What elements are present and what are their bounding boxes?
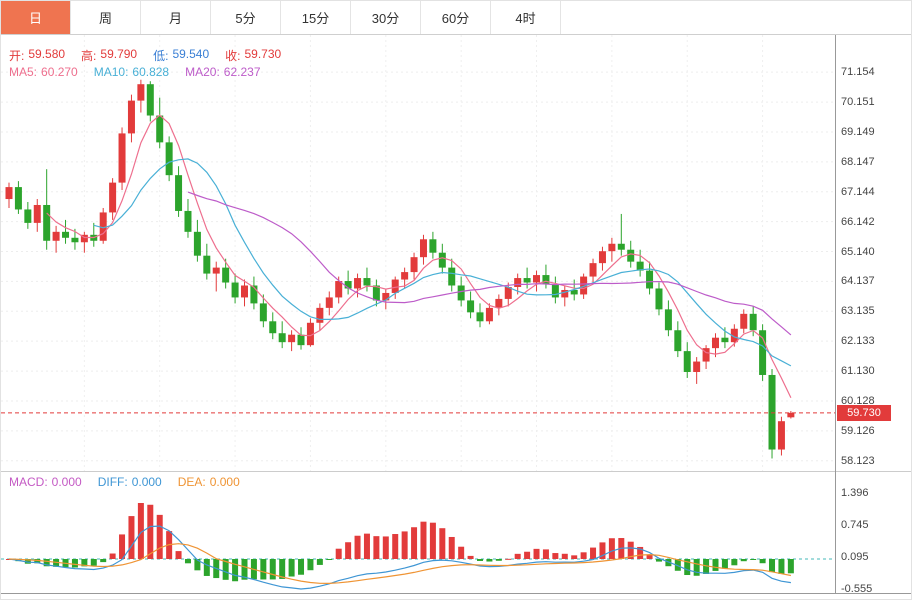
open-value: 59.580 [28, 47, 66, 61]
ohlc-info: 开: 59.580 高: 59.790 低: 59.540 收: 59.730 [9, 47, 281, 64]
price-axis-label: 63.135 [841, 305, 875, 318]
macd-axis-label: -0.555 [841, 583, 873, 595]
close-value: 59.730 [244, 47, 282, 61]
ma5-value: 60.270 [41, 65, 78, 79]
ma5-label: MA5: [9, 65, 38, 79]
macd-label: MACD: [9, 475, 48, 489]
price-axis-label: 70.151 [841, 96, 875, 109]
tab-60min[interactable]: 60分 [421, 1, 491, 34]
dea-label: DEA: [177, 475, 206, 489]
ma5-info: MA5: 60.270 [9, 65, 78, 79]
macd-value: 0.000 [51, 475, 82, 489]
macd-value-info: MACD: 0.000 [9, 475, 82, 489]
ma10-value: 60.828 [132, 65, 170, 79]
high-label: 高: [81, 49, 97, 63]
low-label: 低: [153, 49, 169, 63]
low-value: 59.540 [172, 47, 210, 61]
close-label: 收: [225, 49, 241, 63]
diff-info: DIFF: 0.000 [98, 475, 162, 489]
timeframe-tabbar: 日 周 月 5分 15分 30分 60分 4时 [1, 1, 911, 35]
ma10-info: MA10: 60.828 [94, 65, 169, 79]
ma20-label: MA20: [185, 65, 220, 79]
macd-axis-label: 0.745 [841, 519, 869, 531]
candlestick-macd-chart[interactable] [1, 35, 911, 599]
close-info: 收: 59.730 [225, 47, 281, 64]
ma10-label: MA10: [93, 65, 129, 79]
diff-value: 0.000 [131, 475, 162, 489]
macd-info: MACD: 0.000 DIFF: 0.000 DEA: 0.000 [9, 475, 240, 489]
last-price-badge: 59.730 [837, 404, 891, 421]
dea-info: DEA: 0.000 [178, 475, 240, 489]
ma20-info: MA20: 62.237 [185, 65, 260, 79]
tab-5min[interactable]: 5分 [211, 1, 281, 34]
price-axis-label: 59.126 [841, 424, 875, 437]
price-axis-label: 68.147 [841, 155, 875, 168]
price-axis-label: 64.137 [841, 275, 875, 288]
low-info: 低: 59.540 [153, 47, 209, 64]
tab-month[interactable]: 月 [141, 1, 211, 34]
chart-area: 开: 59.580 高: 59.790 低: 59.540 收: 59.730 … [1, 35, 911, 599]
price-axis-label: 62.133 [841, 335, 875, 348]
price-axis-label: 69.149 [841, 125, 875, 138]
ma-info: MA5: 60.270 MA10: 60.828 MA20: 62.237 [9, 65, 261, 79]
high-value: 59.790 [100, 47, 138, 61]
tab-week[interactable]: 周 [71, 1, 141, 34]
price-axis-label: 60.128 [841, 394, 875, 407]
open-label: 开: [9, 49, 25, 63]
price-axis-label: 58.123 [841, 454, 875, 467]
tab-4hour[interactable]: 4时 [491, 1, 561, 34]
macd-axis-label: 1.396 [841, 487, 869, 499]
dea-value: 0.000 [209, 475, 240, 489]
tab-day[interactable]: 日 [1, 1, 71, 34]
macd-axis-label: 0.095 [841, 551, 869, 563]
price-axis-label: 65.140 [841, 245, 875, 258]
open-info: 开: 59.580 [9, 47, 65, 64]
high-info: 高: 59.790 [81, 47, 137, 64]
tab-15min[interactable]: 15分 [281, 1, 351, 34]
price-axis-label: 71.154 [841, 66, 875, 79]
tab-30min[interactable]: 30分 [351, 1, 421, 34]
price-axis-label: 67.144 [841, 185, 875, 198]
price-axis-label: 66.142 [841, 215, 875, 228]
price-axis-label: 61.130 [841, 365, 875, 378]
diff-label: DIFF: [97, 475, 128, 489]
ma20-value: 62.237 [223, 65, 261, 79]
